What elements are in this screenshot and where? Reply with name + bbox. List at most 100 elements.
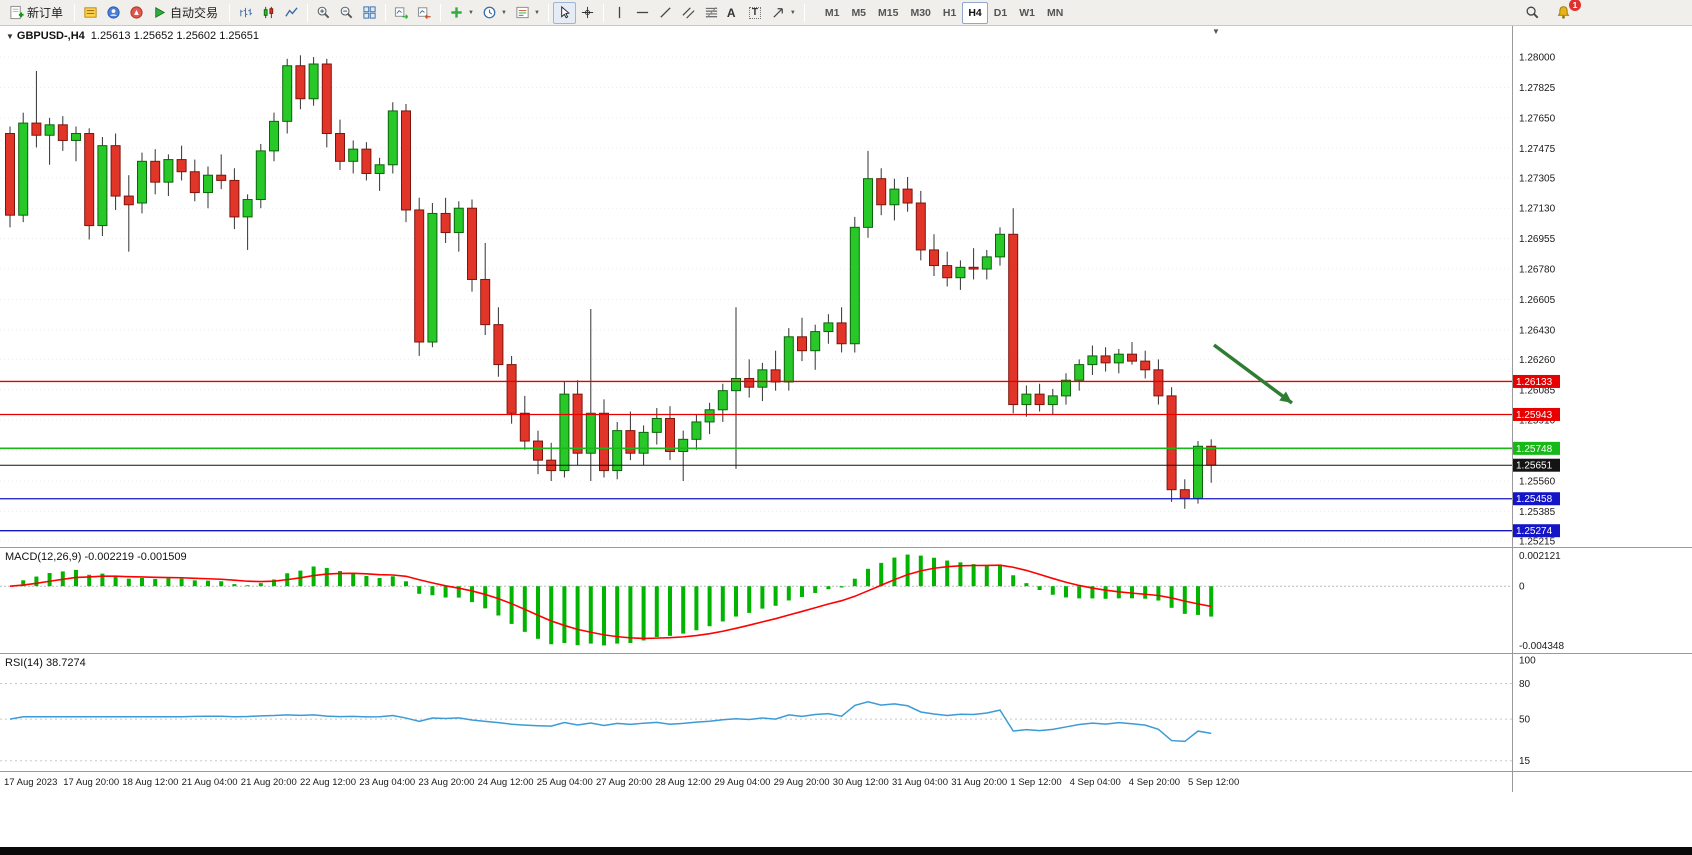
- level-price-badge: 1.26133: [1513, 374, 1560, 388]
- periods-button[interactable]: ▼: [478, 2, 511, 24]
- timeframe-button-mn[interactable]: MN: [1041, 2, 1069, 24]
- market-button[interactable]: [125, 2, 148, 24]
- svg-text:1.25748: 1.25748: [1516, 444, 1553, 455]
- timeframe-button-h1[interactable]: H1: [937, 2, 962, 24]
- svg-text:17 Aug 2023: 17 Aug 2023: [4, 777, 57, 788]
- bar-chart-button[interactable]: [234, 2, 257, 24]
- macd-indicator-label: MACD(12,26,9) -0.002219 -0.001509: [5, 551, 187, 563]
- svg-text:50: 50: [1519, 715, 1531, 726]
- level-price-badge: 1.25458: [1513, 492, 1560, 506]
- timeframe-button-h4[interactable]: H4: [962, 1, 988, 24]
- zoom-out-icon: [340, 6, 353, 19]
- chevron-down-icon: ▼: [789, 9, 796, 16]
- horizontal-line-tool-button[interactable]: [631, 2, 654, 24]
- quotes-icon: [84, 7, 97, 18]
- trend-arrow[interactable]: [1212, 343, 1294, 405]
- community-icon: [107, 6, 120, 19]
- templates-button[interactable]: ▼: [511, 2, 544, 24]
- svg-text:30 Aug 12:00: 30 Aug 12:00: [833, 777, 889, 788]
- notifications-button[interactable]: 1: [1552, 0, 1581, 24]
- svg-text:1.28000: 1.28000: [1519, 53, 1556, 64]
- chevron-down-icon: ▼: [500, 9, 507, 16]
- timeframe-button-m30[interactable]: M30: [904, 2, 936, 24]
- svg-text:4 Sep 20:00: 4 Sep 20:00: [1129, 777, 1180, 788]
- label-tool-button[interactable]: T: [745, 2, 767, 24]
- auto-scroll-button[interactable]: [390, 2, 413, 24]
- channel-tool-button[interactable]: [677, 2, 700, 24]
- zoom-in-button[interactable]: [312, 2, 335, 24]
- svg-text:0: 0: [1519, 582, 1525, 593]
- candlestick-chart-button[interactable]: [257, 2, 280, 24]
- toolbar-separator: [547, 3, 549, 22]
- svg-text:25 Aug 04:00: 25 Aug 04:00: [537, 777, 593, 788]
- fibonacci-tool-button[interactable]: [700, 2, 723, 24]
- svg-text:24 Aug 12:00: 24 Aug 12:00: [478, 777, 534, 788]
- bell-icon: [1557, 6, 1570, 19]
- timeframe-button-m15[interactable]: M15: [872, 2, 904, 24]
- search-icon: [1526, 6, 1539, 19]
- rsi-indicator-label: RSI(14) 38.7274: [5, 657, 86, 669]
- bar-chart-icon: [240, 7, 253, 18]
- timeframe-group: M1 M5 M15 M30 H1 H4 D1 W1 MN: [819, 1, 1069, 24]
- indicators-button[interactable]: ▼: [445, 2, 478, 24]
- svg-text:1.27825: 1.27825: [1519, 83, 1556, 94]
- scroll-anchor-icon[interactable]: ▼: [1212, 27, 1220, 36]
- svg-text:100: 100: [1519, 655, 1536, 666]
- svg-text:1.25458: 1.25458: [1516, 494, 1553, 505]
- macd-signal-line: [9, 564, 1212, 640]
- templates-icon: [516, 6, 529, 19]
- svg-text:1.27475: 1.27475: [1519, 144, 1556, 155]
- timeframe-button-d1[interactable]: D1: [988, 2, 1013, 24]
- time-axis[interactable]: 17 Aug 2023 17 Aug 20:00 18 Aug 12:00 21 Au…: [4, 777, 1239, 788]
- svg-text:1.26133: 1.26133: [1516, 377, 1553, 388]
- svg-text:23 Aug 20:00: 23 Aug 20:00: [418, 777, 474, 788]
- ohlc-values: 1.25613 1.25652 1.25602 1.25651: [90, 30, 259, 42]
- periods-clock-icon: [483, 6, 496, 19]
- auto-scroll-icon: [394, 7, 409, 20]
- autotrade-button[interactable]: 自动交易: [148, 2, 225, 24]
- chart-shift-button[interactable]: [413, 2, 436, 24]
- cursor-icon: [561, 5, 570, 19]
- quotes-button[interactable]: [79, 2, 102, 24]
- toolbar-separator: [385, 3, 387, 22]
- trendline-icon: [660, 7, 671, 18]
- line-chart-icon: [285, 7, 298, 17]
- svg-text:21 Aug 20:00: 21 Aug 20:00: [241, 777, 297, 788]
- vertical-line-icon: [618, 6, 621, 19]
- tile-windows-icon: [363, 6, 376, 19]
- toolbar-separator: [307, 3, 309, 22]
- arrows-tool-button[interactable]: ▼: [767, 2, 800, 24]
- timeframe-button-m1[interactable]: M1: [819, 2, 846, 24]
- svg-text:1.26260: 1.26260: [1519, 355, 1556, 366]
- crosshair-button[interactable]: [576, 2, 599, 24]
- vertical-line-tool-button[interactable]: [608, 2, 631, 24]
- chevron-down-icon: ▼: [468, 9, 474, 16]
- svg-text:18 Aug 12:00: 18 Aug 12:00: [122, 777, 178, 788]
- candlestick-chart-icon: [263, 6, 274, 19]
- tile-windows-button[interactable]: [358, 2, 381, 24]
- timeframe-button-m5[interactable]: M5: [845, 2, 872, 24]
- fibonacci-icon: [705, 7, 718, 18]
- svg-text:4 Sep 04:00: 4 Sep 04:00: [1070, 777, 1121, 788]
- line-chart-button[interactable]: [280, 2, 303, 24]
- trend-arrow-head: [1279, 391, 1292, 403]
- toolbar-separator: [602, 3, 604, 22]
- svg-text:1 Sep 12:00: 1 Sep 12:00: [1010, 777, 1061, 788]
- macd-histogram: [21, 554, 1214, 646]
- chevron-down-icon: ▼: [533, 9, 540, 16]
- cursor-button[interactable]: [552, 1, 576, 24]
- search-button[interactable]: [1521, 2, 1544, 24]
- text-tool-button[interactable]: A: [723, 2, 745, 24]
- svg-text:80: 80: [1519, 679, 1531, 690]
- zoom-out-button[interactable]: [335, 2, 358, 24]
- trendline-tool-button[interactable]: [654, 2, 677, 24]
- price-grid: 1.28000 1.27825 1.27650 1.27475 1.27305 1.271…: [0, 53, 1556, 547]
- symbol-dropdown-icon[interactable]: ▼: [6, 32, 14, 41]
- svg-text:1.26780: 1.26780: [1519, 265, 1556, 276]
- new-order-button[interactable]: 新订单: [5, 2, 70, 24]
- timeframe-button-w1[interactable]: W1: [1013, 2, 1041, 24]
- svg-text:1.26430: 1.26430: [1519, 325, 1556, 336]
- community-button[interactable]: [102, 2, 125, 24]
